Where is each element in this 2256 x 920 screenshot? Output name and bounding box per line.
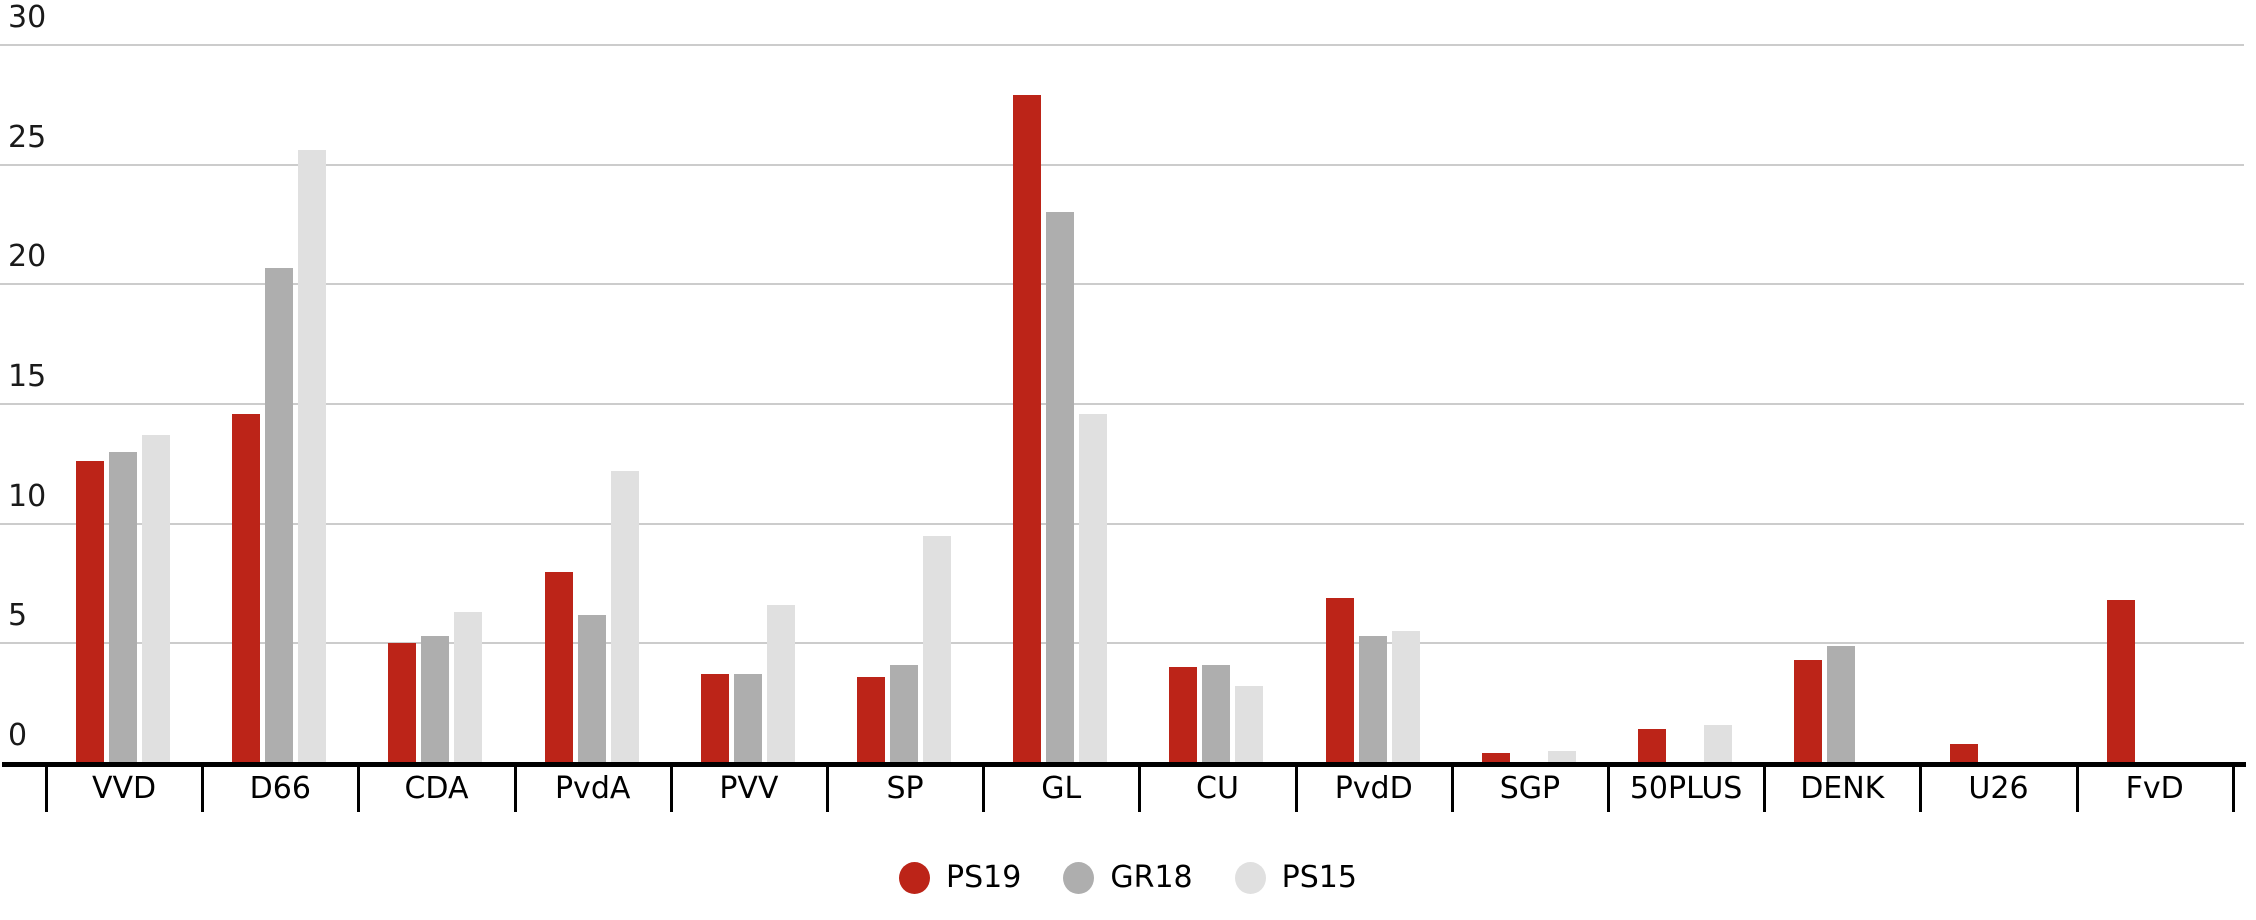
gridline <box>0 163 2244 166</box>
bar-ps15-pvv <box>766 605 795 763</box>
x-axis-tick <box>826 767 829 812</box>
legend-swatch-ps15-icon <box>1234 862 1266 894</box>
bar-gr18-pvv <box>733 674 762 763</box>
y-axis-label: 0 <box>8 718 28 753</box>
bar-ps15-cu <box>1235 686 1264 763</box>
bar-ps19-pvv <box>700 674 729 763</box>
bar-ps19-pvda <box>544 571 573 763</box>
x-axis-label-sgp: SGP <box>1499 771 1561 806</box>
bar-gr18-pvda <box>577 614 606 763</box>
x-axis-label-sp: SP <box>886 771 924 806</box>
bar-gr18-cu <box>1202 664 1231 763</box>
x-axis-tick <box>1450 767 1454 812</box>
x-axis-label-cda: CDA <box>404 771 469 806</box>
bar-ps15-sp <box>923 535 951 763</box>
x-axis-label-fvd: FvD <box>2125 771 2184 806</box>
y-axis-label: 10 <box>8 478 47 514</box>
bar-gr18-d66 <box>265 267 294 763</box>
x-axis-line <box>2 762 2246 767</box>
legend: PS19 GR18 PS15 <box>0 860 2256 896</box>
x-axis-label-pvda: PvdA <box>554 771 631 806</box>
x-axis-tick <box>1607 767 1610 812</box>
bar-ps19-d66 <box>232 413 261 763</box>
bar-ps15-pvda <box>610 470 639 763</box>
legend-item-gr18: GR18 <box>1063 860 1193 895</box>
gridline <box>0 43 2244 46</box>
x-axis-label-u26: U26 <box>1968 771 2029 806</box>
x-axis-tick <box>669 767 673 812</box>
x-axis-label-50plus: 50PLUS <box>1629 771 1743 806</box>
bar-ps19-fvd <box>2106 600 2135 763</box>
bar-gr18-denk <box>1827 645 1856 763</box>
x-axis-label-cu: CU <box>1196 771 1239 806</box>
x-axis-tick <box>513 767 517 812</box>
gridline <box>0 522 2244 525</box>
bar-ps19-vvd <box>76 461 104 763</box>
x-axis-tick <box>2075 767 2079 812</box>
legend-item-ps19: PS19 <box>899 862 1021 894</box>
bar-ps19-denk <box>1794 660 1823 763</box>
bar-ps15-vvd <box>142 435 170 763</box>
bar-gr18-gl <box>1046 212 1075 763</box>
x-axis-tick <box>45 767 48 812</box>
bar-ps19-sgp <box>1481 753 1510 763</box>
bar-ps15-sgp <box>1547 751 1576 763</box>
bar-ps19-u26 <box>1950 743 1979 763</box>
y-axis-label: 30 <box>8 0 47 35</box>
x-axis-tick <box>1763 767 1767 812</box>
bar-ps19-pvdd <box>1325 597 1354 763</box>
legend-swatch-gr18-icon <box>1063 862 1095 894</box>
x-axis-label-vvd: VVD <box>92 771 157 806</box>
x-axis-tick <box>982 767 986 812</box>
x-axis-label-pvv: PVV <box>719 771 779 806</box>
x-axis-tick <box>2231 767 2235 812</box>
bar-ps19-cda <box>388 643 417 763</box>
bar-ps15-d66 <box>298 150 327 763</box>
bar-ps15-pvdd <box>1391 631 1420 763</box>
y-axis-label: 25 <box>8 119 47 155</box>
x-axis-tick <box>1294 767 1298 812</box>
bar-gr18-cda <box>421 636 450 763</box>
legend-label-ps19: PS19 <box>946 860 1022 895</box>
bar-ps19-cu <box>1169 667 1198 763</box>
bar-ps19-50plus <box>1638 729 1666 763</box>
gridline <box>0 283 2244 286</box>
x-axis-label-gl: GL <box>1041 771 1082 806</box>
bar-gr18-pvdd <box>1358 636 1387 763</box>
x-axis-tick <box>201 767 205 812</box>
x-axis-label-d66: D66 <box>249 771 311 806</box>
bar-gr18-sp <box>890 664 918 763</box>
legend-label-ps15: PS15 <box>1281 860 1357 895</box>
bar-ps15-cda <box>454 612 483 763</box>
gridline <box>0 402 2244 405</box>
bar-ps15-gl <box>1079 413 1108 763</box>
bar-ps19-gl <box>1013 95 1042 763</box>
x-axis-tick <box>1919 767 1923 812</box>
x-axis-tick <box>357 767 361 812</box>
bar-ps15-50plus <box>1704 724 1732 763</box>
x-axis-label-pvdd: PvdD <box>1334 771 1413 806</box>
bar-ps19-sp <box>857 676 885 763</box>
x-axis-label-denk: DENK <box>1800 771 1885 806</box>
y-axis-label: 20 <box>8 239 47 275</box>
legend-item-ps15: PS15 <box>1234 860 1357 895</box>
y-axis-label: 15 <box>8 358 47 394</box>
y-axis-label: 5 <box>8 598 28 634</box>
legend-swatch-ps19-icon <box>899 862 931 894</box>
legend-label-gr18: GR18 <box>1110 860 1193 895</box>
gridline <box>0 642 2244 645</box>
x-axis-tick <box>1138 767 1142 812</box>
bar-gr18-vvd <box>109 451 137 763</box>
